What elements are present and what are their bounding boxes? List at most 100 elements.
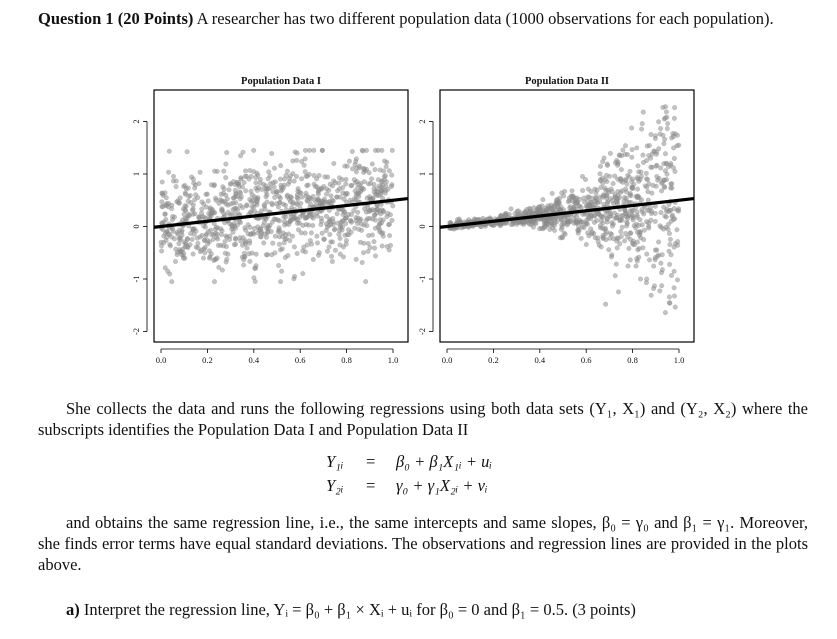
data-point bbox=[176, 227, 182, 233]
data-point bbox=[609, 223, 616, 229]
data-point bbox=[277, 247, 283, 253]
data-point bbox=[537, 207, 544, 214]
data-point bbox=[626, 245, 632, 251]
data-point bbox=[291, 244, 297, 250]
data-point bbox=[639, 206, 645, 213]
data-point bbox=[238, 238, 244, 244]
data-point bbox=[366, 170, 372, 176]
data-point bbox=[367, 244, 373, 251]
data-point bbox=[658, 260, 664, 266]
data-point bbox=[374, 192, 380, 198]
data-point bbox=[654, 68, 659, 70]
data-point bbox=[625, 234, 631, 240]
data-point bbox=[665, 164, 672, 170]
data-point bbox=[245, 222, 251, 228]
data-point bbox=[583, 203, 589, 209]
data-point bbox=[272, 250, 278, 256]
data-point bbox=[224, 149, 230, 156]
data-point bbox=[357, 218, 363, 224]
data-point bbox=[327, 231, 333, 238]
data-point bbox=[327, 216, 333, 222]
data-point bbox=[321, 236, 327, 242]
data-point bbox=[183, 242, 189, 248]
data-point bbox=[658, 126, 664, 132]
data-point bbox=[648, 155, 654, 161]
data-point bbox=[318, 215, 324, 221]
data-point bbox=[162, 265, 168, 271]
data-point bbox=[363, 279, 369, 285]
data-point bbox=[211, 183, 217, 189]
data-point bbox=[286, 231, 292, 237]
data-point bbox=[554, 196, 560, 203]
data-point bbox=[170, 228, 176, 234]
data-point bbox=[290, 158, 296, 164]
y-tick-label: 1 bbox=[417, 172, 427, 176]
data-point bbox=[326, 222, 332, 229]
data-point bbox=[262, 206, 268, 212]
data-point bbox=[666, 300, 672, 306]
chart-title: Population Data II bbox=[525, 76, 609, 87]
data-point bbox=[276, 234, 282, 240]
data-point bbox=[634, 214, 640, 220]
data-point bbox=[661, 141, 667, 147]
data-point bbox=[619, 224, 625, 230]
data-point bbox=[236, 183, 242, 190]
data-point bbox=[626, 199, 632, 205]
data-point bbox=[358, 180, 364, 187]
data-point bbox=[671, 133, 677, 140]
data-point bbox=[597, 163, 603, 169]
data-point bbox=[346, 158, 352, 164]
data-point bbox=[242, 173, 248, 179]
data-point bbox=[336, 186, 343, 192]
data-point bbox=[627, 192, 633, 198]
data-point bbox=[574, 213, 580, 220]
data-point bbox=[633, 263, 639, 269]
data-point bbox=[454, 217, 461, 223]
data-point bbox=[315, 252, 322, 258]
data-point bbox=[500, 221, 506, 227]
data-point bbox=[319, 147, 325, 153]
data-point bbox=[189, 236, 195, 242]
data-point bbox=[372, 225, 378, 231]
data-point bbox=[635, 186, 641, 192]
y-tick-label: 2 bbox=[131, 119, 141, 123]
data-point bbox=[199, 247, 205, 253]
data-point bbox=[671, 155, 677, 162]
data-point bbox=[639, 222, 645, 228]
data-point bbox=[623, 230, 629, 237]
data-point bbox=[207, 205, 213, 211]
data-point bbox=[182, 215, 188, 221]
data-point bbox=[244, 245, 250, 251]
data-point bbox=[307, 212, 313, 219]
data-point bbox=[674, 277, 681, 283]
data-point bbox=[165, 231, 172, 237]
data-point bbox=[630, 217, 636, 223]
data-point bbox=[370, 207, 376, 213]
equation-lhs: Y₂ᵢ bbox=[326, 476, 344, 495]
data-point bbox=[308, 241, 315, 247]
data-point bbox=[371, 189, 377, 195]
x-tick-label: 0.2 bbox=[202, 355, 213, 365]
data-point bbox=[182, 207, 188, 213]
data-point bbox=[662, 168, 668, 174]
data-point bbox=[648, 292, 654, 298]
data-point bbox=[232, 187, 238, 193]
data-point bbox=[618, 167, 624, 173]
data-point bbox=[583, 221, 589, 227]
data-point bbox=[625, 263, 631, 269]
data-point bbox=[329, 239, 336, 245]
data-point bbox=[385, 186, 391, 192]
data-point bbox=[349, 148, 355, 155]
data-point bbox=[311, 181, 317, 187]
data-point bbox=[241, 257, 247, 263]
data-point bbox=[579, 173, 586, 180]
data-point bbox=[287, 238, 293, 244]
data-point bbox=[615, 162, 621, 168]
data-point bbox=[158, 243, 165, 249]
data-point bbox=[295, 227, 302, 233]
data-point bbox=[372, 245, 378, 251]
data-point bbox=[600, 194, 606, 200]
data-point bbox=[337, 235, 343, 241]
data-point bbox=[628, 230, 634, 236]
data-point bbox=[238, 176, 244, 182]
